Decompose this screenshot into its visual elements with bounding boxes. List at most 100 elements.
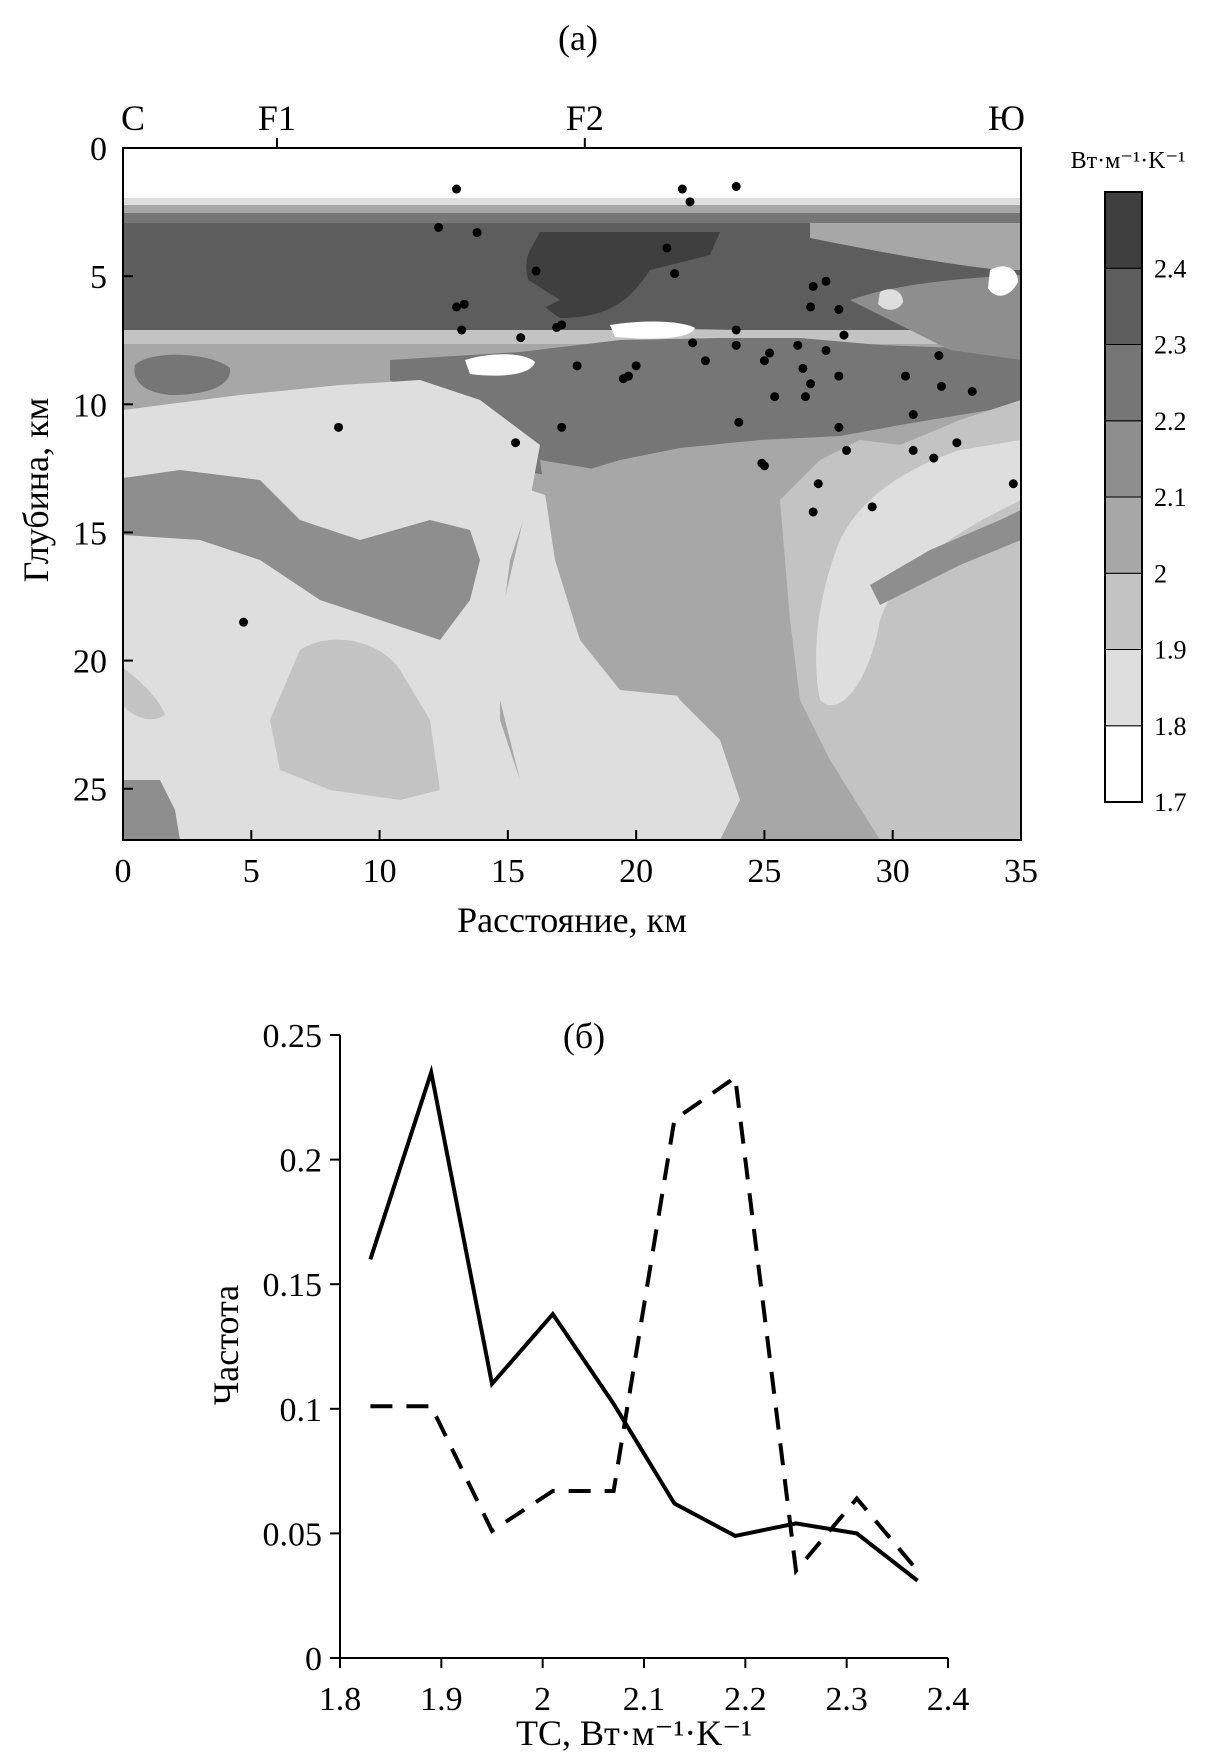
- band-stripe-2: [123, 205, 1021, 213]
- y-axis-label-a: Глубина, км: [16, 398, 56, 583]
- x-tick-label-a: 30: [876, 853, 910, 890]
- data-point: [688, 338, 698, 348]
- band-white-lens-3: [988, 266, 1018, 296]
- data-point: [800, 392, 810, 402]
- thermal-conductivity-bands: [123, 148, 1021, 840]
- data-point: [842, 445, 852, 455]
- data-point: [685, 197, 695, 207]
- x-tick-label-b: 2.1: [623, 1681, 666, 1718]
- data-point: [901, 371, 911, 381]
- data-point: [334, 422, 344, 432]
- colorbar-ticks: 2.4 2.3 2.2 2.1 2 1.9 1.8 1.7: [1154, 254, 1187, 817]
- band-central-dark: [540, 455, 780, 700]
- y-tick-label-a: 10: [73, 387, 107, 424]
- data-point: [908, 410, 918, 420]
- band-stripe-1: [123, 198, 1021, 205]
- band-white-lens-1: [465, 354, 535, 376]
- data-point: [839, 330, 849, 340]
- data-point: [967, 386, 977, 396]
- y-tick-label-b: 0.15: [263, 1267, 323, 1304]
- top-label: С: [121, 98, 145, 138]
- colorbar-cell: [1104, 725, 1143, 803]
- data-point: [472, 228, 482, 238]
- band-horizon-stripe: [123, 330, 1021, 344]
- data-point: [759, 356, 769, 366]
- x-tick-label-b: 2.2: [724, 1681, 767, 1718]
- data-point: [457, 325, 467, 335]
- data-point: [808, 281, 818, 291]
- data-point: [770, 392, 780, 402]
- data-point: [677, 184, 687, 194]
- data-point: [808, 507, 818, 517]
- x-tick-label-a: 35: [1004, 853, 1038, 890]
- band-mid-left-wedge: [123, 470, 480, 640]
- y-tick-label-b: 0.05: [263, 1516, 323, 1553]
- colorbar-tick-label: 1.7: [1154, 788, 1187, 817]
- data-point: [834, 371, 844, 381]
- y-tick-label-b: 0: [305, 1641, 322, 1678]
- x-tick-label-b: 1.9: [420, 1681, 463, 1718]
- data-point: [662, 243, 672, 253]
- data-point: [557, 422, 567, 432]
- top-labels: С F1 F2 Ю: [121, 98, 1025, 148]
- colorbar-tick-label: 1.9: [1154, 636, 1187, 665]
- data-point: [806, 379, 816, 389]
- colorbar-cells: [1104, 191, 1143, 803]
- data-point: [821, 345, 831, 355]
- data-point: [631, 361, 641, 371]
- data-point: [908, 445, 918, 455]
- plot-frame-a: [122, 147, 1022, 841]
- x-tick-label-b: 2.4: [927, 1681, 970, 1718]
- band-lens-4: [878, 289, 903, 310]
- x-tick-label-a: 0: [115, 853, 132, 890]
- top-label: F1: [258, 98, 296, 138]
- colorbar-tick-label: 1.8: [1154, 712, 1187, 741]
- x-tick-label-a: 5: [243, 853, 260, 890]
- series-line-solid: [368, 1064, 919, 1583]
- colorbar-tick-label: 2.3: [1154, 331, 1187, 360]
- data-point: [731, 340, 741, 350]
- x-axis-label-b: TC, Вт·м⁻¹·K⁻¹: [516, 1713, 752, 1753]
- data-point: [516, 333, 526, 343]
- y-tick-label-a: 0: [90, 131, 107, 168]
- data-point: [1008, 479, 1018, 489]
- data-point: [834, 422, 844, 432]
- band-top-white: [123, 148, 1021, 199]
- band-stripe-3: [123, 213, 1021, 223]
- band-dark-left-wedge: [123, 240, 560, 320]
- data-point: [731, 181, 741, 191]
- data-point: [952, 438, 962, 448]
- colorbar-cell: [1104, 649, 1143, 727]
- earthquake-points: [239, 181, 1018, 627]
- data-point: [934, 351, 944, 361]
- data-point: [834, 304, 844, 314]
- colorbar-cell: [1104, 344, 1143, 422]
- data-point: [765, 348, 775, 358]
- x-tick-label-a: 20: [619, 853, 653, 890]
- data-point: [572, 361, 582, 371]
- band-right-dark-wedge: [870, 510, 1021, 605]
- colorbar-cell: [1104, 267, 1143, 345]
- colorbar-cell: [1104, 420, 1143, 498]
- x-tick-label-a: 10: [363, 853, 397, 890]
- colorbar-tick-label: 2.1: [1154, 483, 1187, 512]
- x-tick-label-b: 2.3: [825, 1681, 868, 1718]
- top-label: Ю: [988, 98, 1025, 138]
- y-tick-label-a: 15: [73, 515, 107, 552]
- band-lower-mid: [270, 639, 440, 800]
- band-white-lens-2: [610, 321, 695, 339]
- colorbar-tick-label: 2.4: [1154, 254, 1187, 283]
- data-point: [618, 374, 628, 384]
- data-point: [759, 461, 769, 471]
- data-point: [929, 453, 939, 463]
- band-middle-wedge: [390, 338, 1021, 478]
- colorbar-tick-label: 2.2: [1154, 407, 1187, 436]
- y-axis-label-b: Частота: [206, 1285, 246, 1405]
- line-chart-panel: (б) 1.8 1.9 2 2.1 2.2 2.3 2.4 0 0.05 0.1 0.15 0.2 0.…: [206, 1016, 969, 1753]
- colorbar-cell: [1104, 496, 1143, 574]
- data-point: [531, 266, 541, 276]
- y-tick-label-a: 20: [73, 644, 107, 681]
- data-point: [557, 320, 567, 330]
- data-point: [452, 184, 462, 194]
